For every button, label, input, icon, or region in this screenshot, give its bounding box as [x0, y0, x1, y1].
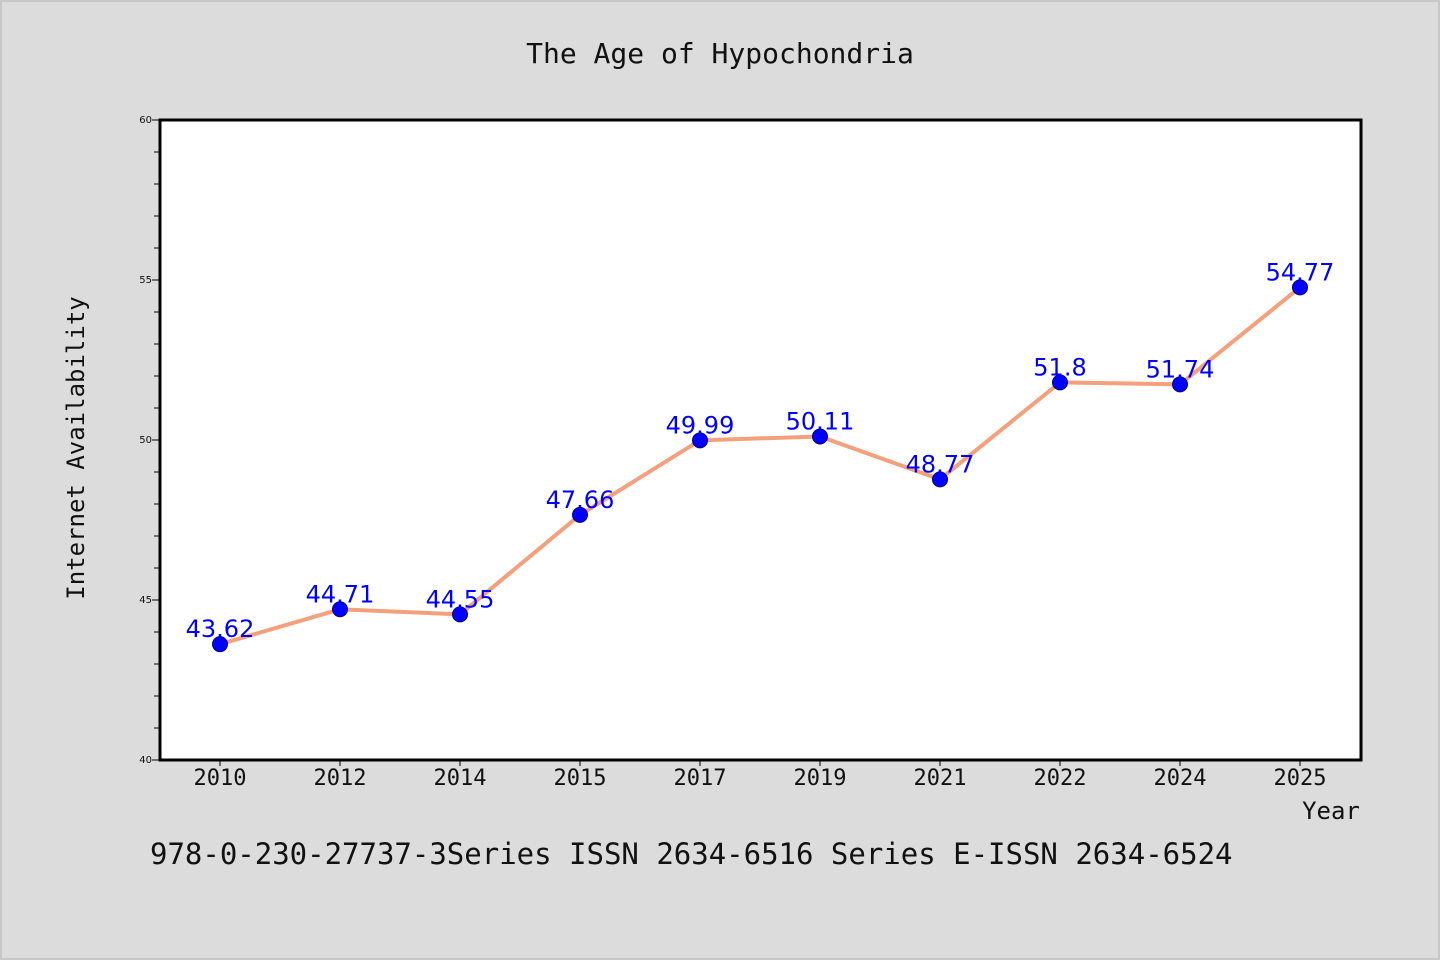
x-tick-label: 2014: [434, 766, 487, 791]
data-label-2019: 50.11: [786, 407, 855, 435]
data-markers: [212, 279, 1308, 653]
x-tick-label: 2024: [1154, 766, 1207, 791]
data-point-2014: [452, 606, 468, 623]
data-label-2012: 44.71: [306, 580, 375, 608]
y-tick-label: 55: [139, 275, 152, 286]
data-label-2021: 48.77: [906, 450, 975, 478]
data-point-2022: [1052, 374, 1068, 391]
data-label-2010: 43.62: [186, 615, 255, 643]
data-point-2010: [212, 636, 228, 653]
data-label-2024: 51.74: [1146, 355, 1215, 383]
series-line: [219, 285, 1302, 647]
y-tick-label: 40: [139, 755, 152, 766]
x-tick-label: 2025: [1274, 766, 1327, 791]
data-point-2024: [1172, 376, 1188, 393]
data-point-2019: [812, 428, 828, 445]
x-tick-label: 2010: [194, 766, 247, 791]
data-point-2012: [332, 601, 348, 618]
y-tick-label: 45: [139, 595, 152, 606]
data-labels: 43.62 44.71 44.55 47.66 49.99 50.11 48.77 51.8 5…: [186, 258, 1335, 643]
data-point-2025: [1292, 279, 1308, 296]
x-tick-label: 2019: [794, 766, 847, 791]
y-axis: 40 45 50 55 60: [139, 115, 160, 766]
x-tick-label: 2017: [674, 766, 727, 791]
data-label-2022: 51.8: [1033, 353, 1086, 381]
y-tick-label: 50: [139, 435, 152, 446]
x-tick-label: 2021: [914, 766, 967, 791]
y-axis-label: Internet Availability: [62, 296, 90, 599]
data-label-2014: 44.55: [426, 585, 495, 613]
x-axis-label: Year: [1302, 797, 1360, 825]
footer-isbn-issn: 978-0-230-27737-3Series ISSN 2634-6516 S…: [150, 837, 1233, 871]
x-tick-label: 2015: [554, 766, 607, 791]
x-axis: 2010 2012 2014 2015 2017 2019 2021 2022 2024 2025: [194, 760, 1327, 791]
data-label-2017: 49.99: [666, 411, 735, 439]
data-label-2025: 54.77: [1266, 258, 1335, 286]
data-point-2015: [572, 506, 588, 523]
y-tick-label: 60: [139, 115, 152, 126]
chart-title: The Age of Hypochondria: [526, 37, 914, 70]
data-point-2017: [692, 432, 708, 449]
data-point-2021: [932, 471, 948, 488]
x-tick-label: 2012: [314, 766, 367, 791]
data-label-2015: 47.66: [546, 486, 615, 514]
x-tick-label: 2022: [1034, 766, 1087, 791]
